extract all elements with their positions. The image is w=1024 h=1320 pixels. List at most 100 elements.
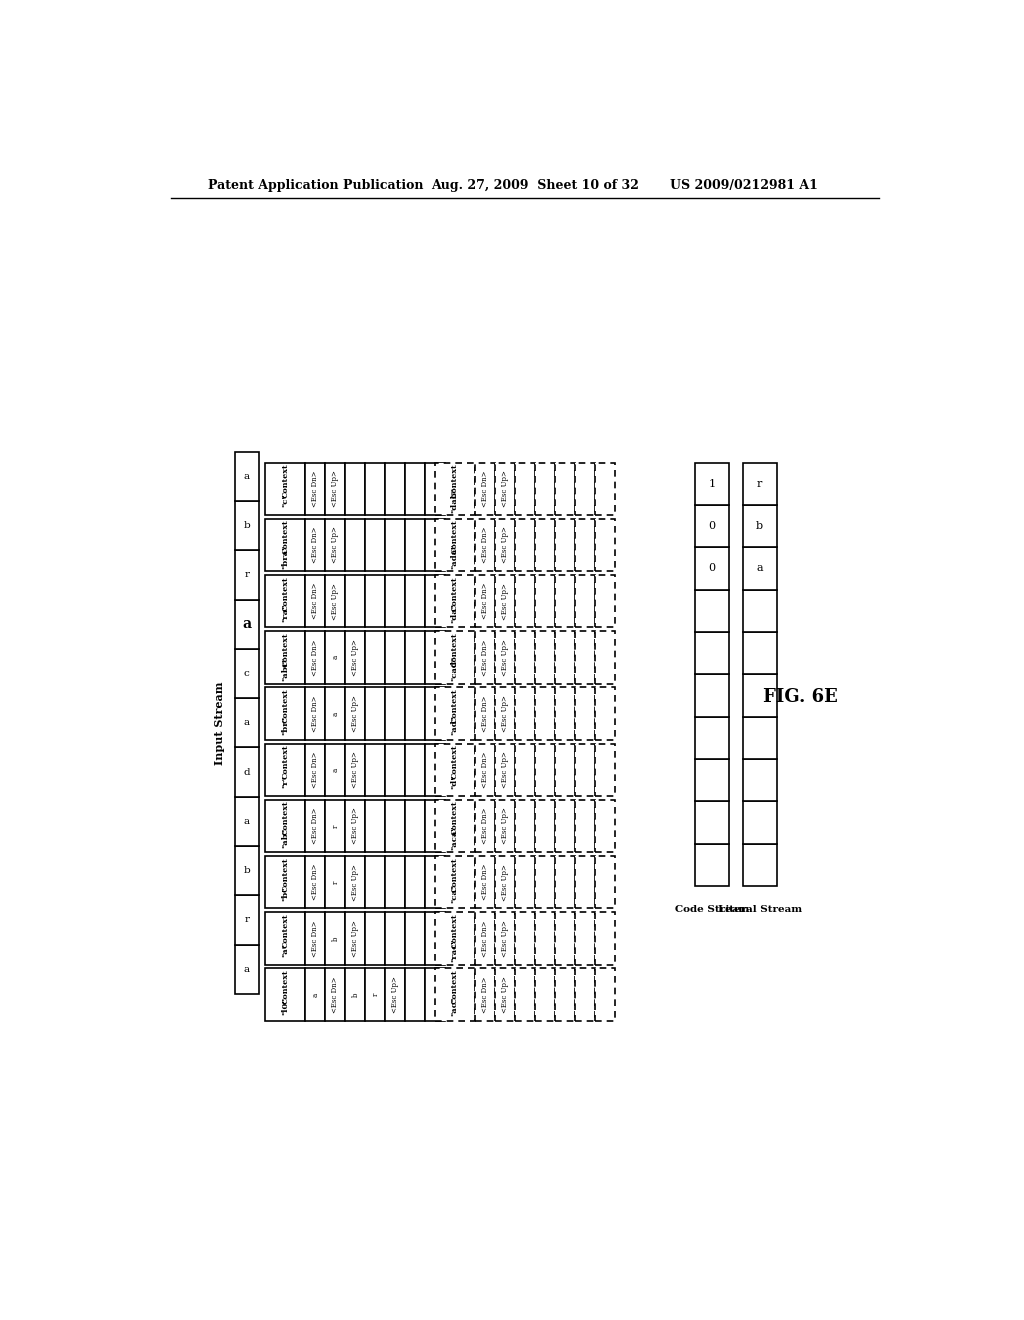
Bar [425,800,445,853]
Bar [345,743,366,796]
Bar [515,969,535,1020]
Bar [555,912,574,965]
Bar [535,743,555,796]
Text: <Esc Up>: <Esc Up> [501,751,509,788]
Text: <Esc Dn>: <Esc Dn> [480,527,488,564]
Text: <Esc Dn>: <Esc Dn> [311,751,319,788]
Text: "abr": "abr" [282,656,290,681]
Text: FIG. 6E: FIG. 6E [763,689,838,706]
Text: <Esc Up>: <Esc Up> [501,808,509,845]
Bar [695,801,729,843]
Bar [475,688,495,739]
Bar [574,800,595,853]
Bar [234,797,259,846]
Bar [345,576,366,627]
Bar [742,548,776,590]
Bar [425,857,445,908]
Bar [495,857,515,908]
Bar [406,519,425,572]
Bar [345,912,366,965]
Text: <Esc Dn>: <Esc Dn> [480,808,488,845]
Bar [366,576,385,627]
Bar [515,631,535,684]
Bar [495,462,515,515]
Bar [574,857,595,908]
Bar [385,576,406,627]
Text: <Esc Dn>: <Esc Dn> [480,920,488,957]
Text: "rac": "rac" [451,939,459,962]
Text: Context: Context [282,463,290,498]
Text: Context: Context [282,744,290,779]
Text: <Esc Dn>: <Esc Dn> [311,639,319,676]
Bar [425,519,445,572]
Text: <Esc Up>: <Esc Up> [391,977,399,1012]
Bar [515,857,535,908]
Text: Context: Context [451,913,459,948]
Bar [555,688,574,739]
Bar [345,857,366,908]
Text: "b": "b" [282,887,290,902]
Bar [406,462,425,515]
Bar [555,969,574,1020]
Bar [574,688,595,739]
Bar [406,743,425,796]
Text: <Esc Up>: <Esc Up> [351,920,359,957]
Bar [366,519,385,572]
Bar [326,462,345,515]
Text: Context: Context [282,689,290,723]
Bar [234,945,259,994]
Text: a: a [332,655,339,660]
Bar [406,857,425,908]
Bar [435,688,475,739]
Bar [515,912,535,965]
Bar [595,688,614,739]
Bar [595,576,614,627]
Text: Context: Context [451,463,459,498]
Bar [535,462,555,515]
Bar [345,462,366,515]
Bar [535,857,555,908]
Bar [326,519,345,572]
Bar [366,462,385,515]
Bar [574,462,595,515]
Bar [595,462,614,515]
Bar [345,631,366,684]
Bar [326,800,345,853]
Text: "ada": "ada" [451,544,459,569]
Bar [495,519,515,572]
Text: <Esc Up>: <Esc Up> [501,639,509,676]
Bar [515,462,535,515]
Bar [574,576,595,627]
Text: a: a [332,768,339,772]
Text: d: d [244,768,250,776]
Text: b: b [244,521,250,531]
Bar [695,462,729,506]
Text: b: b [351,993,359,997]
Text: a: a [243,618,252,631]
Bar [326,688,345,739]
Text: Literal Stream: Literal Stream [718,904,802,913]
Text: <Esc Dn>: <Esc Dn> [480,865,488,900]
Bar [435,857,475,908]
Bar [515,800,535,853]
Bar [366,969,385,1020]
Bar [406,631,425,684]
Bar [475,519,495,572]
Bar [425,576,445,627]
Text: 1: 1 [709,479,716,488]
Bar [695,759,729,801]
Bar [535,688,555,739]
Bar [695,548,729,590]
Bar [425,631,445,684]
Bar [385,688,406,739]
Bar [742,843,776,886]
Bar [535,912,555,965]
Bar [574,743,595,796]
Bar [425,688,445,739]
Bar [265,519,305,572]
Bar [695,675,729,717]
Text: "c": "c" [282,494,290,507]
Bar [595,743,614,796]
Bar [435,800,475,853]
Bar [435,969,475,1020]
